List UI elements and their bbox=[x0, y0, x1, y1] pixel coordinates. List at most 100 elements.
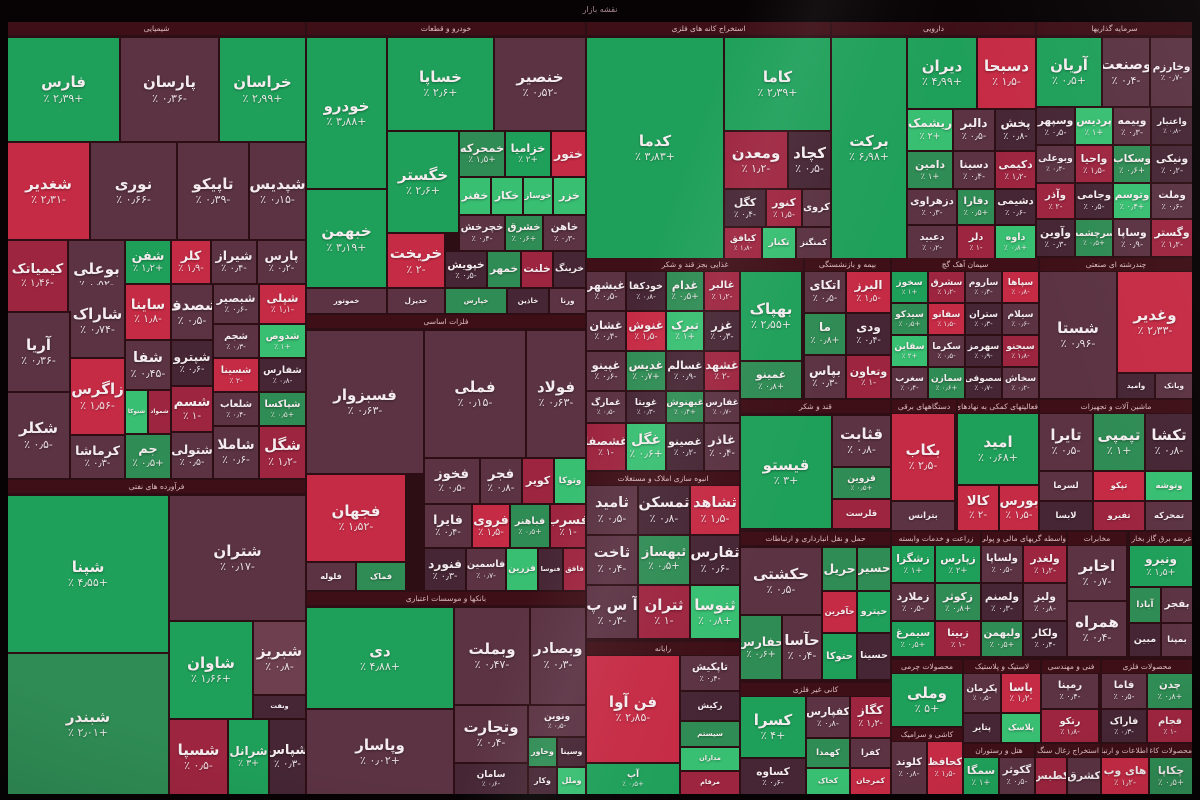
stock-tile[interactable]: زکوثر +۰٫۸ ٪ bbox=[936, 584, 980, 620]
stock-tile[interactable]: دسبحا -۱٫۵ ٪ bbox=[978, 38, 1035, 108]
stock-tile[interactable]: چدن +۰٫۸ ٪ bbox=[1148, 674, 1192, 708]
stock-tile[interactable]: شبصیر -۰٫۶ ٪ bbox=[214, 285, 258, 323]
stock-tile[interactable]: خریخت -۲ ٪ bbox=[388, 234, 444, 287]
stock-tile[interactable]: شبندر +۲٫۰۱ ٪ bbox=[8, 654, 168, 794]
stock-tile[interactable]: قثابت -۰٫۸ ٪ bbox=[833, 416, 890, 466]
stock-tile[interactable]: سقاین +۲ ٪ bbox=[892, 336, 927, 366]
stock-tile[interactable]: تاپیکو -۰٫۳۹ ٪ bbox=[178, 143, 248, 239]
stock-tile[interactable]: غنوش -۱٫۵ ٪ bbox=[627, 312, 665, 350]
stock-tile[interactable]: سصوفی -۰٫۷ ٪ bbox=[966, 368, 1001, 398]
stock-tile[interactable]: ولبهمن +۰٫۵ ٪ bbox=[982, 622, 1022, 656]
stock-tile[interactable]: شفارس -۰٫۸ ٪ bbox=[260, 359, 305, 391]
stock-tile[interactable]: ونوین -۰٫۵ ٪ bbox=[529, 706, 585, 736]
stock-tile[interactable]: وبیمه -۰٫۳ ٪ bbox=[1114, 108, 1150, 144]
stock-tile[interactable]: ومعدن -۱٫۲ ٪ bbox=[725, 132, 787, 188]
stock-tile[interactable]: خرینگ bbox=[554, 252, 585, 287]
stock-tile[interactable]: دیران +۴٫۹۹ ٪ bbox=[908, 38, 976, 108]
stock-tile[interactable]: خدیزل bbox=[388, 289, 444, 313]
stock-tile[interactable]: حپترو bbox=[858, 592, 890, 632]
stock-tile[interactable]: وجامی -۰٫۵ ٪ bbox=[1076, 184, 1112, 218]
stock-tile[interactable]: خموتور bbox=[307, 289, 386, 313]
stock-tile[interactable]: ثتران -۱ ٪ bbox=[639, 586, 689, 638]
stock-tile[interactable]: بمپنا bbox=[1162, 624, 1192, 656]
stock-tile[interactable]: شجم -۰٫۳ ٪ bbox=[214, 325, 258, 357]
stock-tile[interactable]: فنورد -۰٫۳ ٪ bbox=[425, 549, 465, 590]
stock-tile[interactable]: شاملا -۰٫۶ ٪ bbox=[214, 427, 258, 478]
stock-tile[interactable]: حسیر bbox=[858, 548, 890, 590]
stock-tile[interactable]: غشصفا-۱ ٪ bbox=[587, 424, 625, 470]
stock-tile[interactable]: شمواد bbox=[149, 391, 170, 433]
stock-tile[interactable]: تکشا -۰٫۸ ٪ bbox=[1146, 414, 1192, 470]
stock-tile[interactable]: شاوان +۱٫۶۶ ٪ bbox=[170, 622, 252, 718]
stock-tile[interactable]: فخوز -۰٫۵ ٪ bbox=[425, 459, 479, 503]
stock-tile[interactable]: امید +۰٫۶۸ ٪ bbox=[958, 414, 1038, 484]
stock-tile[interactable]: ثنوسا +۰٫۸ ٪ bbox=[691, 586, 739, 638]
stock-tile[interactable]: بفجر bbox=[1162, 588, 1192, 622]
stock-tile[interactable]: کمرجان bbox=[851, 769, 890, 794]
stock-tile[interactable]: سپاها -۰٫۸ ٪ bbox=[1003, 272, 1038, 302]
stock-tile[interactable]: کسرا +۴ ٪ bbox=[741, 697, 805, 757]
stock-tile[interactable]: حتوکا bbox=[823, 634, 856, 679]
stock-tile[interactable]: غمینو +۰٫۸ ٪ bbox=[741, 362, 801, 398]
stock-tile[interactable]: ثشاهد -۱٫۵ ٪ bbox=[691, 486, 739, 534]
stock-tile[interactable]: سیدکو +۰٫۵ ٪ bbox=[892, 304, 927, 334]
stock-tile[interactable]: سمازن +۰٫۶ ٪ bbox=[929, 368, 964, 398]
stock-tile[interactable]: شپترو -۰٫۶ ٪ bbox=[172, 341, 212, 385]
stock-tile[interactable]: غفارس -۰٫۷ ٪ bbox=[705, 392, 739, 422]
stock-tile[interactable]: البرز -۱٫۵ ٪ bbox=[847, 272, 890, 312]
stock-tile[interactable]: خاهن -۰٫۳ ٪ bbox=[544, 216, 585, 250]
stock-tile[interactable]: غبهنوش +۰٫۴ ٪ bbox=[667, 392, 703, 422]
stock-tile[interactable]: فاما -۰٫۵ ٪ bbox=[1102, 674, 1146, 708]
stock-tile[interactable]: آبادا bbox=[1130, 588, 1160, 622]
stock-tile[interactable]: ستران -۰٫۳ ٪ bbox=[966, 304, 1001, 334]
stock-tile[interactable]: خپارس bbox=[446, 289, 506, 313]
stock-tile[interactable]: شکلر -۰٫۵ ٪ bbox=[8, 393, 69, 478]
stock-tile[interactable]: دفارا +۰٫۵ ٪ bbox=[958, 190, 994, 224]
stock-tile[interactable]: دعبید -۰٫۲ ٪ bbox=[908, 226, 956, 258]
stock-tile[interactable]: خودرو +۳٫۸۸ ٪ bbox=[307, 38, 386, 188]
stock-tile[interactable]: خکار bbox=[492, 178, 522, 214]
stock-tile[interactable]: غشهد -۲ ٪ bbox=[705, 352, 739, 390]
stock-tile[interactable]: ختور bbox=[552, 132, 585, 176]
stock-tile[interactable]: کروی bbox=[803, 190, 830, 226]
stock-tile[interactable]: کنور -۱٫۵ ٪ bbox=[767, 190, 801, 226]
stock-tile[interactable]: پارسان -۰٫۳۶ ٪ bbox=[121, 38, 218, 141]
stock-tile[interactable]: کالا -۲ ٪ bbox=[958, 486, 998, 530]
stock-tile[interactable]: فماک bbox=[357, 563, 405, 590]
stock-tile[interactable]: تفیرو bbox=[1094, 502, 1144, 530]
stock-tile[interactable]: حآسا -۰٫۴ ٪ bbox=[783, 616, 821, 679]
stock-tile[interactable]: شتولی -۰٫۵ ٪ bbox=[172, 433, 212, 478]
stock-tile[interactable]: کلوند -۰٫۸ ٪ bbox=[892, 742, 926, 794]
stock-tile[interactable]: شگل -۱٫۲ ٪ bbox=[260, 427, 305, 478]
stock-tile[interactable]: شسم -۱ ٪ bbox=[172, 387, 212, 431]
stock-tile[interactable]: مداران bbox=[681, 748, 739, 770]
stock-tile[interactable]: سیستم bbox=[681, 722, 739, 746]
stock-tile[interactable]: پارس -۰٫۲ ٪ bbox=[258, 241, 305, 283]
stock-tile[interactable]: مبین bbox=[1130, 624, 1160, 656]
stock-tile[interactable]: واحیا -۱٫۵ ٪ bbox=[1076, 146, 1112, 182]
stock-tile[interactable]: ریشمک +۲ ٪ bbox=[908, 110, 952, 150]
stock-tile[interactable]: وتوسم +۰٫۴ ٪ bbox=[1114, 184, 1150, 218]
stock-tile[interactable]: ثمسکن -۰٫۸ ٪ bbox=[639, 486, 689, 534]
stock-tile[interactable]: شپلی -۱٫۱ ٪ bbox=[260, 285, 305, 323]
stock-tile[interactable]: فباهنر +۰٫۵ ٪ bbox=[511, 505, 549, 547]
stock-tile[interactable]: کحافظ -۱٫۵ ٪ bbox=[928, 742, 962, 794]
stock-tile[interactable]: حکشتی -۰٫۵ ٪ bbox=[741, 548, 821, 614]
stock-tile[interactable]: فجام -۱ ٪ bbox=[1148, 710, 1192, 742]
stock-tile[interactable]: ولیز -۰٫۸ ٪ bbox=[1024, 584, 1066, 620]
stock-tile[interactable]: کخاک bbox=[807, 769, 849, 794]
stock-tile[interactable]: خچرخش -۰٫۴ ٪ bbox=[460, 216, 504, 250]
stock-tile[interactable]: غگل +۰٫۶ ٪ bbox=[627, 424, 665, 470]
stock-tile[interactable]: غاذر -۰٫۴ ٪ bbox=[705, 424, 739, 470]
stock-tile[interactable]: شپنا +۴٫۵۵ ٪ bbox=[8, 496, 168, 652]
stock-tile[interactable]: وخارزم -۰٫۷ ٪ bbox=[1151, 38, 1192, 106]
stock-tile[interactable]: وتوشه bbox=[1146, 472, 1192, 500]
stock-tile[interactable]: ولساپا -۰٫۵ ٪ bbox=[982, 546, 1022, 582]
stock-tile[interactable]: کیمیاتک -۱٫۴۶ ٪ bbox=[8, 241, 67, 311]
stock-tile[interactable]: کدما +۳٫۸۳ ٪ bbox=[587, 38, 723, 258]
stock-tile[interactable]: قزوین +۰٫۵ ٪ bbox=[833, 468, 890, 498]
stock-tile[interactable]: سهرمز -۰٫۹ ٪ bbox=[966, 336, 1001, 366]
stock-tile[interactable]: حفارس +۰٫۶ ٪ bbox=[741, 616, 781, 679]
stock-tile[interactable]: ساروم -۰٫۴ ٪ bbox=[966, 272, 1001, 302]
stock-tile[interactable]: کچاد -۰٫۵ ٪ bbox=[789, 132, 830, 188]
